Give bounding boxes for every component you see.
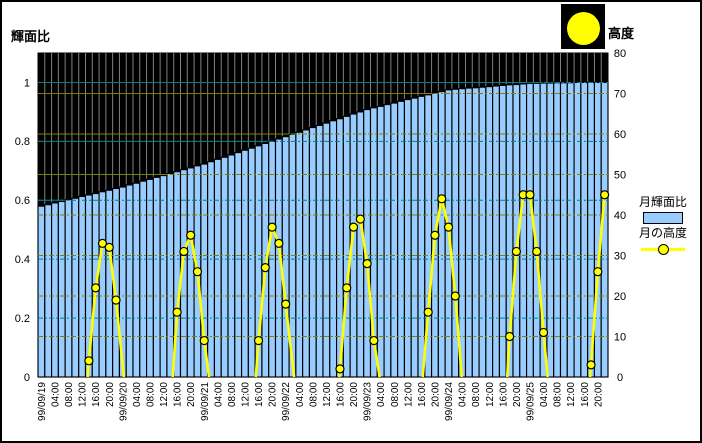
legend-line-marker-swatch-icon (641, 244, 685, 255)
legend-label-altitude: 月の高度 (638, 226, 687, 240)
x-axis-tick-label: 16:00 (498, 382, 509, 407)
x-axis-tick-label: 12:00 (485, 382, 496, 407)
x-axis-tick-label: 20:00 (593, 382, 604, 407)
right-axis-tick-label: 10 (614, 331, 626, 343)
x-axis-tick-label: 20:00 (186, 382, 197, 407)
x-axis-tick-label: 16:00 (173, 382, 184, 407)
x-axis-tick-label: 12:00 (78, 382, 89, 407)
left-axis-tick-label: 0.8 (15, 136, 30, 148)
x-axis-tick-label: 04:00 (132, 382, 143, 407)
moon-icon-box (561, 4, 605, 49)
x-axis-tick-label: 99/09/24 (444, 382, 455, 421)
x-axis-tick-label: 99/09/19 (37, 382, 48, 421)
right-axis-tick-label: 40 (614, 210, 626, 222)
x-axis-tick-label: 99/09/20 (118, 382, 129, 421)
legend-marker-dot-icon (657, 244, 669, 255)
right-axis-tick-label: 0 (617, 372, 623, 384)
x-axis-tick-label: 16:00 (254, 382, 265, 407)
x-axis-tick-label: 20:00 (268, 382, 279, 407)
x-axis-tick-label: 20:00 (430, 382, 441, 407)
x-axis-tick-label: 08:00 (390, 382, 401, 407)
x-axis-tick-label: 16:00 (417, 382, 428, 407)
x-axis-tick-label: 04:00 (213, 382, 224, 407)
x-axis-tick-label: 12:00 (403, 382, 414, 407)
left-axis-tick-label: 0.6 (15, 195, 30, 207)
x-axis-tick-label: 12:00 (240, 382, 251, 407)
x-axis-tick-label: 99/09/21 (200, 382, 211, 421)
right-axis-title: 高度 (608, 26, 635, 41)
x-axis-tick-label: 16:00 (91, 382, 102, 407)
x-axis-tick-label: 04:00 (539, 382, 550, 407)
legend-item-altitude: 月の高度 (639, 226, 687, 240)
altitude-line-series (84, 190, 610, 378)
full-moon-icon (567, 12, 600, 45)
x-axis-tick-label: 12:00 (159, 382, 170, 407)
x-axis-tick-label: 04:00 (295, 382, 306, 407)
x-axis-tick-label: 20:00 (512, 382, 523, 407)
x-axis-tick-label: 99/09/23 (363, 382, 374, 421)
left-axis-tick-label: 0.4 (15, 254, 30, 266)
x-axis-tick-label: 08:00 (553, 382, 564, 407)
x-axis-tick-label: 16:00 (580, 382, 591, 407)
x-axis-tick-label: 08:00 (308, 382, 319, 407)
x-axis-tick-label: 08:00 (145, 382, 156, 407)
right-axis-tick-label: 60 (614, 129, 626, 141)
left-axis-title: 輝面比 (11, 29, 51, 44)
x-axis-tick-label: 08:00 (227, 382, 238, 407)
x-axis-tick-label: 04:00 (376, 382, 387, 407)
x-axis-tick-label: 20:00 (105, 382, 116, 407)
x-axis-tick-label: 16:00 (335, 382, 346, 407)
legend: 月輝面比 月の高度 (627, 195, 699, 257)
x-axis-tick-label: 20:00 (349, 382, 360, 407)
left-axis-tick-label: 0 (24, 372, 30, 384)
right-axis-tick-label: 20 (614, 291, 626, 303)
x-axis-tick-label: 99/09/25 (525, 382, 536, 421)
x-axis-tick-label: 04:00 (458, 382, 469, 407)
right-axis-tick-label: 50 (614, 169, 626, 181)
left-axis-tick-label: 0.2 (15, 313, 30, 325)
x-axis-tick-label: 08:00 (471, 382, 482, 407)
x-axis-tick-label: 99/09/22 (281, 382, 292, 421)
legend-label-fraction: 月輝面比 (638, 195, 687, 209)
x-axis-tick-label: 12:00 (322, 382, 333, 407)
legend-item-fraction: 月輝面比 (639, 195, 687, 209)
x-axis-tick-label: 08:00 (64, 382, 75, 407)
right-axis-tick-label: 70 (614, 88, 626, 100)
right-axis-tick-label: 30 (614, 250, 626, 262)
x-axis-tick-label: 04:00 (50, 382, 61, 407)
x-axis-tick-label: 12:00 (566, 382, 577, 407)
right-axis-tick-label: 80 (614, 48, 626, 60)
left-axis-tick-label: 1 (24, 77, 30, 89)
legend-bar-swatch-icon (643, 212, 683, 224)
